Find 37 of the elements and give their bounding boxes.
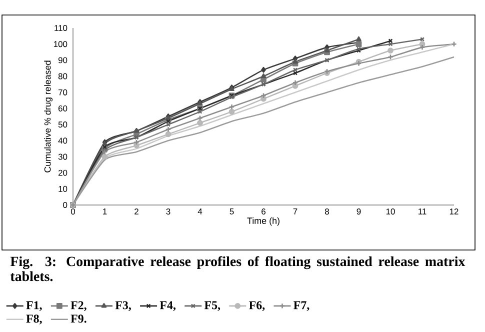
x-tick-label: 8 xyxy=(325,208,329,215)
legend-label: F3, xyxy=(115,301,131,311)
legend-label: F4, xyxy=(160,301,176,311)
x-tick-label: 7 xyxy=(293,208,298,214)
legend-label: F2, xyxy=(70,301,86,311)
legend-label: F1, xyxy=(26,301,42,311)
x-axis-title: Time (h) xyxy=(247,217,280,226)
text: Fig. 3: Comparative release profiles of floating sustained release matrix tablets. xyxy=(10,256,466,282)
y-tick-label: 70 xyxy=(58,89,68,96)
legend-label: F5, xyxy=(204,301,220,311)
x-tick-label: 2 xyxy=(134,208,138,214)
x-tick-label: 0 xyxy=(70,208,76,215)
y-tick-label: 110 xyxy=(54,25,68,31)
x-tick-label: 10 xyxy=(386,208,395,215)
y-tick-label: 50 xyxy=(58,122,68,128)
x-tick-label: 5 xyxy=(230,208,234,214)
legend-label: F7, xyxy=(294,301,310,311)
x-tick-label: 4 xyxy=(198,208,202,214)
y-tick-label: 40 xyxy=(58,138,68,144)
x-tick-label: 1 xyxy=(103,208,107,214)
y-tick-label: 20 xyxy=(58,170,68,176)
legend-label: F9. xyxy=(70,314,86,323)
x-tick-label: 11 xyxy=(418,208,426,214)
y-tick-label: 100 xyxy=(54,41,68,48)
y-tick-label: 10 xyxy=(58,186,68,192)
x-tick-label: 9 xyxy=(356,208,361,215)
y-axis-title: Cumulative % drug released xyxy=(44,60,53,172)
y-tick-label: 90 xyxy=(58,57,68,64)
x-tick-label: 6 xyxy=(262,208,266,215)
legend-label: F6, xyxy=(249,301,265,311)
x-tick-label: 3 xyxy=(166,208,170,215)
y-tick-label: 0 xyxy=(63,202,68,208)
y-tick-label: 60 xyxy=(58,105,68,112)
x-tick-label: 12 xyxy=(450,208,458,214)
y-tick-label: 80 xyxy=(58,73,68,80)
legend-label: F8, xyxy=(26,314,42,324)
y-tick-label: 30 xyxy=(58,154,68,160)
